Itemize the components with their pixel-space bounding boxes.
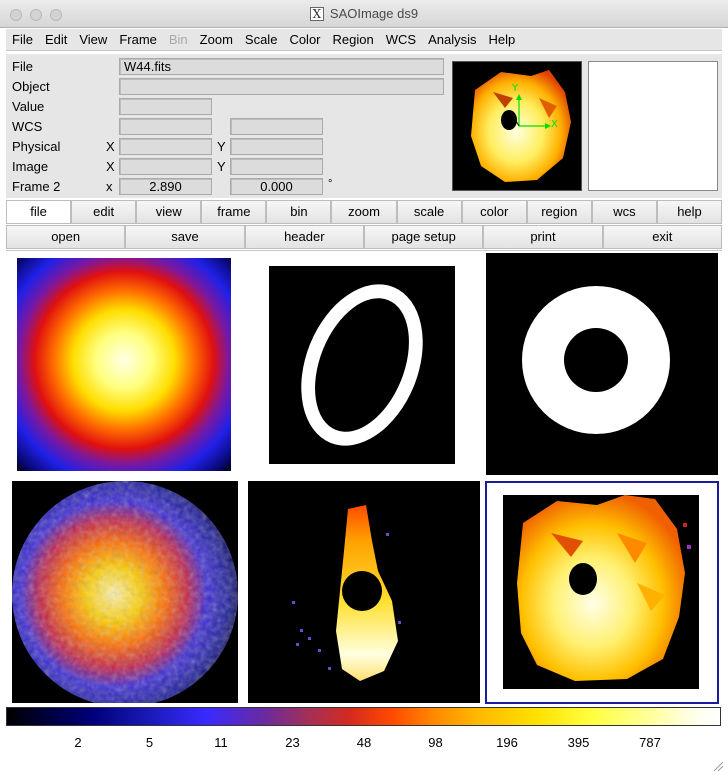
frame-1-gaussian[interactable] [17, 258, 231, 471]
main-region-button[interactable]: region [526, 200, 592, 224]
main-button-bar: file edit view frame bin zoom scale color region… [6, 200, 723, 224]
menu-color[interactable]: Color [289, 31, 321, 47]
frame-4-noisy-disc[interactable] [12, 481, 238, 703]
frame-6-w44-current[interactable] [485, 481, 719, 704]
object-label: Object [12, 79, 50, 94]
colorbar-tick-label: 23 [285, 735, 300, 750]
main-file-button[interactable]: file [6, 200, 72, 224]
menu-edit[interactable]: Edit [44, 31, 68, 47]
close-window-button[interactable] [10, 9, 22, 21]
physical-x-field [119, 138, 212, 155]
main-edit-button[interactable]: edit [71, 200, 137, 224]
frame-label: Frame 2 [12, 179, 61, 194]
main-zoom-button[interactable]: zoom [331, 200, 397, 224]
value-label: Value [12, 99, 45, 114]
file-save-button[interactable]: save [125, 225, 245, 249]
main-help-button[interactable]: help [656, 200, 723, 224]
wcs-y-field [230, 118, 323, 135]
minimize-window-button[interactable] [30, 9, 42, 21]
wcs-label: WCS [12, 119, 43, 134]
window-title: SAOImage ds9 [329, 6, 419, 21]
image-y-label: Y [217, 159, 226, 174]
file-exit-button[interactable]: exit [602, 225, 722, 249]
image-x-label: X [106, 159, 115, 174]
frame-x-field: 2.890 [119, 178, 212, 195]
frame-y-field: 0.000 [230, 178, 323, 195]
colorbar-tick-label: 787 [639, 735, 661, 750]
file-button-bar: open save header page setup print exit [6, 225, 722, 249]
colorbar-ticks: 2 5 11 23 48 98 196 395 787 [6, 727, 721, 767]
menu-frame[interactable]: Frame [119, 31, 157, 47]
main-bin-button[interactable]: bin [266, 200, 332, 224]
menu-region[interactable]: Region [332, 31, 374, 47]
panner-thumbnail[interactable]: Y X [452, 61, 582, 191]
main-wcs-button[interactable]: wcs [591, 200, 657, 224]
compass-y-label: Y [512, 83, 519, 94]
compass-x-label: X [551, 119, 558, 130]
main-view-button[interactable]: view [136, 200, 202, 224]
main-color-button[interactable]: color [461, 200, 527, 224]
colorbar-tick-label: 196 [496, 735, 518, 750]
info-panel: File W44.fits Object Value WCS Physical … [6, 54, 722, 198]
colorbar-tick-label: 98 [428, 735, 443, 750]
colorbar-tick-label: 11 [214, 735, 228, 750]
resize-grip-icon[interactable] [712, 760, 724, 772]
image-y-field [230, 158, 323, 175]
menu-file[interactable]: File [12, 31, 33, 47]
file-label: File [12, 59, 33, 74]
wcs-x-field [119, 118, 212, 135]
object-value [119, 78, 444, 95]
physical-y-field [230, 138, 323, 155]
main-frame-button[interactable]: frame [201, 200, 267, 224]
frame-5-comet[interactable] [248, 481, 480, 703]
menu-view[interactable]: View [79, 31, 108, 47]
menu-bar: File Edit View Frame Bin Zoom Scale Color Region… [6, 29, 722, 51]
menu-bin[interactable]: Bin [168, 31, 188, 47]
image-x-field [119, 158, 212, 175]
file-header-button[interactable]: header [244, 225, 364, 249]
degree-symbol: ° [328, 178, 333, 190]
frame-3-annulus[interactable] [486, 253, 718, 475]
file-page-setup-button[interactable]: page setup [363, 225, 484, 249]
colorbar[interactable] [6, 707, 721, 726]
menu-wcs[interactable]: WCS [385, 31, 417, 47]
frame-x-label: x [106, 179, 113, 194]
image-label: Image [12, 159, 49, 174]
file-open-button[interactable]: open [6, 225, 126, 249]
frames-area [6, 250, 722, 704]
title-bar: X SAOImage ds9 [0, 0, 728, 28]
menu-analysis[interactable]: Analysis [428, 31, 477, 47]
frame-2-ellipse-ring[interactable] [269, 266, 455, 464]
file-value: W44.fits [119, 58, 444, 75]
x11-app-icon: X [309, 6, 324, 21]
menu-help[interactable]: Help [488, 31, 516, 47]
magnifier-thumbnail [588, 61, 718, 191]
menu-scale[interactable]: Scale [244, 31, 278, 47]
physical-y-label: Y [217, 139, 226, 154]
value-field [119, 98, 212, 115]
file-print-button[interactable]: print [483, 225, 603, 249]
zoom-window-button[interactable] [50, 9, 62, 21]
colorbar-tick-label: 2 [74, 735, 82, 750]
colorbar-tick-label: 48 [356, 735, 372, 750]
physical-label: Physical [12, 139, 61, 154]
colorbar-tick-label: 5 [145, 735, 154, 750]
main-scale-button[interactable]: scale [396, 200, 462, 224]
menu-zoom[interactable]: Zoom [199, 31, 233, 47]
colorbar-tick-label: 395 [567, 735, 590, 750]
physical-x-label: X [106, 139, 115, 154]
